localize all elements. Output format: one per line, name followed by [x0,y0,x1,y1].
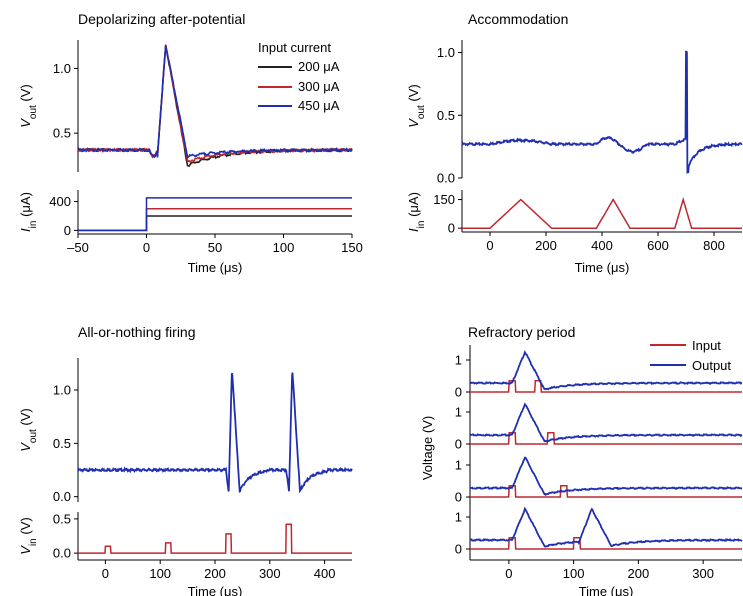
panel-d-ytick-label: 0 [455,437,462,452]
panel-b-xtick-label: 0 [486,238,493,253]
panel-d-xtick-label: 0 [505,566,512,581]
panel-a-xtick-label: 0 [143,240,150,255]
panel-b-bottom-ylabel: Iin (μA) [406,192,427,232]
panel-c-bottom-ytick-label: 0.0 [53,546,71,561]
panel-c-xtick-label: 400 [314,566,336,581]
panel-b-top-ylabel: Vout (V) [406,84,427,128]
panel-a-top-ylabel: Vout (V) [18,84,39,128]
panel-b-input [462,196,742,229]
panel-a-top-ytick-label: 1.0 [53,61,71,76]
panel-d-output-trace-2 [469,402,743,443]
panel-b-xtick-label: 800 [703,238,725,253]
panel-d-xtick-label: 200 [628,566,650,581]
panel-a-input-450 [78,197,352,232]
panel-a-input-200 [78,215,352,232]
panel-d-ylabel: Voltage (V) [420,416,435,480]
panel-c-xlabel: Time (μs) [188,584,243,596]
panel-d-xtick-label: 300 [692,566,714,581]
panel-a-bottom-ylabel: Iin (μA) [18,192,39,232]
panel-a-xtick-label: 100 [273,240,295,255]
panel-c-bottom-ytick-label: 0.5 [53,511,71,526]
panel-b-xtick-label: 200 [535,238,557,253]
panel-c-xtick-label: 200 [204,566,226,581]
panel-d-input-trace-4 [470,537,742,550]
panel-d-ytick-label: 0 [455,490,462,505]
panel-d-xtick-label: 100 [563,566,585,581]
panel-b-xtick-label: 400 [591,238,613,253]
panel-d-output-trace-4 [469,506,743,548]
panel-d-title: Refractory period [468,324,575,340]
panel-a-xtick-label: –50 [67,240,89,255]
panel-d-ytick-label: 1 [455,510,462,525]
panel-a-top-ytick-label: 0.5 [53,126,71,141]
panel-a-bottom-ytick-label: 0 [64,223,71,238]
panel-d-output-trace-1 [469,349,743,391]
panel-c-bottom-ylabel: Vin (V) [18,517,39,554]
panel-d-ytick-label: 0 [455,385,462,400]
panel-b-top-ytick-label: 1.0 [437,45,455,60]
panel-d-ytick-label: 1 [455,405,462,420]
panel-c-input [78,523,352,554]
panel-b-bottom-ytick-label: 150 [433,192,455,207]
panel-d-input-trace-3 [470,485,742,498]
panel-a-bottom-ytick-label: 400 [49,194,71,209]
panel-a-input-300 [78,208,352,232]
legend-label-450: 450 μA [298,98,340,113]
panel-d-ytick-label: 0 [455,542,462,557]
panel-a-xtick-label: 50 [208,240,222,255]
legend-label-input: Input [692,338,721,353]
panel-a-title: Depolarizing after-potential [78,11,245,27]
panel-c-xtick-label: 100 [149,566,171,581]
panel-c-output [77,372,353,494]
panel-b-title: Accommodation [468,11,568,27]
panel-c-xtick-label: 300 [259,566,281,581]
panel-c-xtick-label: 0 [102,566,109,581]
panel-d-ytick-label: 1 [455,458,462,473]
panel-b-top-ytick-label: 0.5 [437,108,455,123]
panel-c-top-ytick-label: 0.5 [53,436,71,451]
panel-d-output-trace-3 [469,456,743,496]
panel-d-ytick-label: 1 [455,353,462,368]
panel-c-title: All-or-nothing firing [78,324,196,340]
panel-b-output [461,50,743,175]
panel-b-xlabel: Time (μs) [575,260,630,275]
legend-label-200: 200 μA [298,59,340,74]
panel-d-input-trace-1 [470,380,742,393]
legend-title: Input current [258,40,331,55]
panel-d-input-trace-2 [470,432,742,445]
legend-label-output: Output [692,358,731,373]
panel-b-bottom-ytick-label: 0 [448,221,455,236]
panel-b-top-ytick-label: 0.0 [437,171,455,186]
panel-c-top-ylabel: Vout (V) [18,408,39,452]
panel-c-top-ytick-label: 0.0 [53,489,71,504]
panel-a-xlabel: Time (μs) [188,260,243,275]
legend-label-300: 300 μA [298,79,340,94]
panel-b-xtick-label: 600 [647,238,669,253]
panel-c-top-ytick-label: 1.0 [53,383,71,398]
panel-a-output-450 [77,45,353,159]
panel-d-xlabel: Time (μs) [579,584,634,596]
panel-a-xtick-label: 150 [341,240,363,255]
